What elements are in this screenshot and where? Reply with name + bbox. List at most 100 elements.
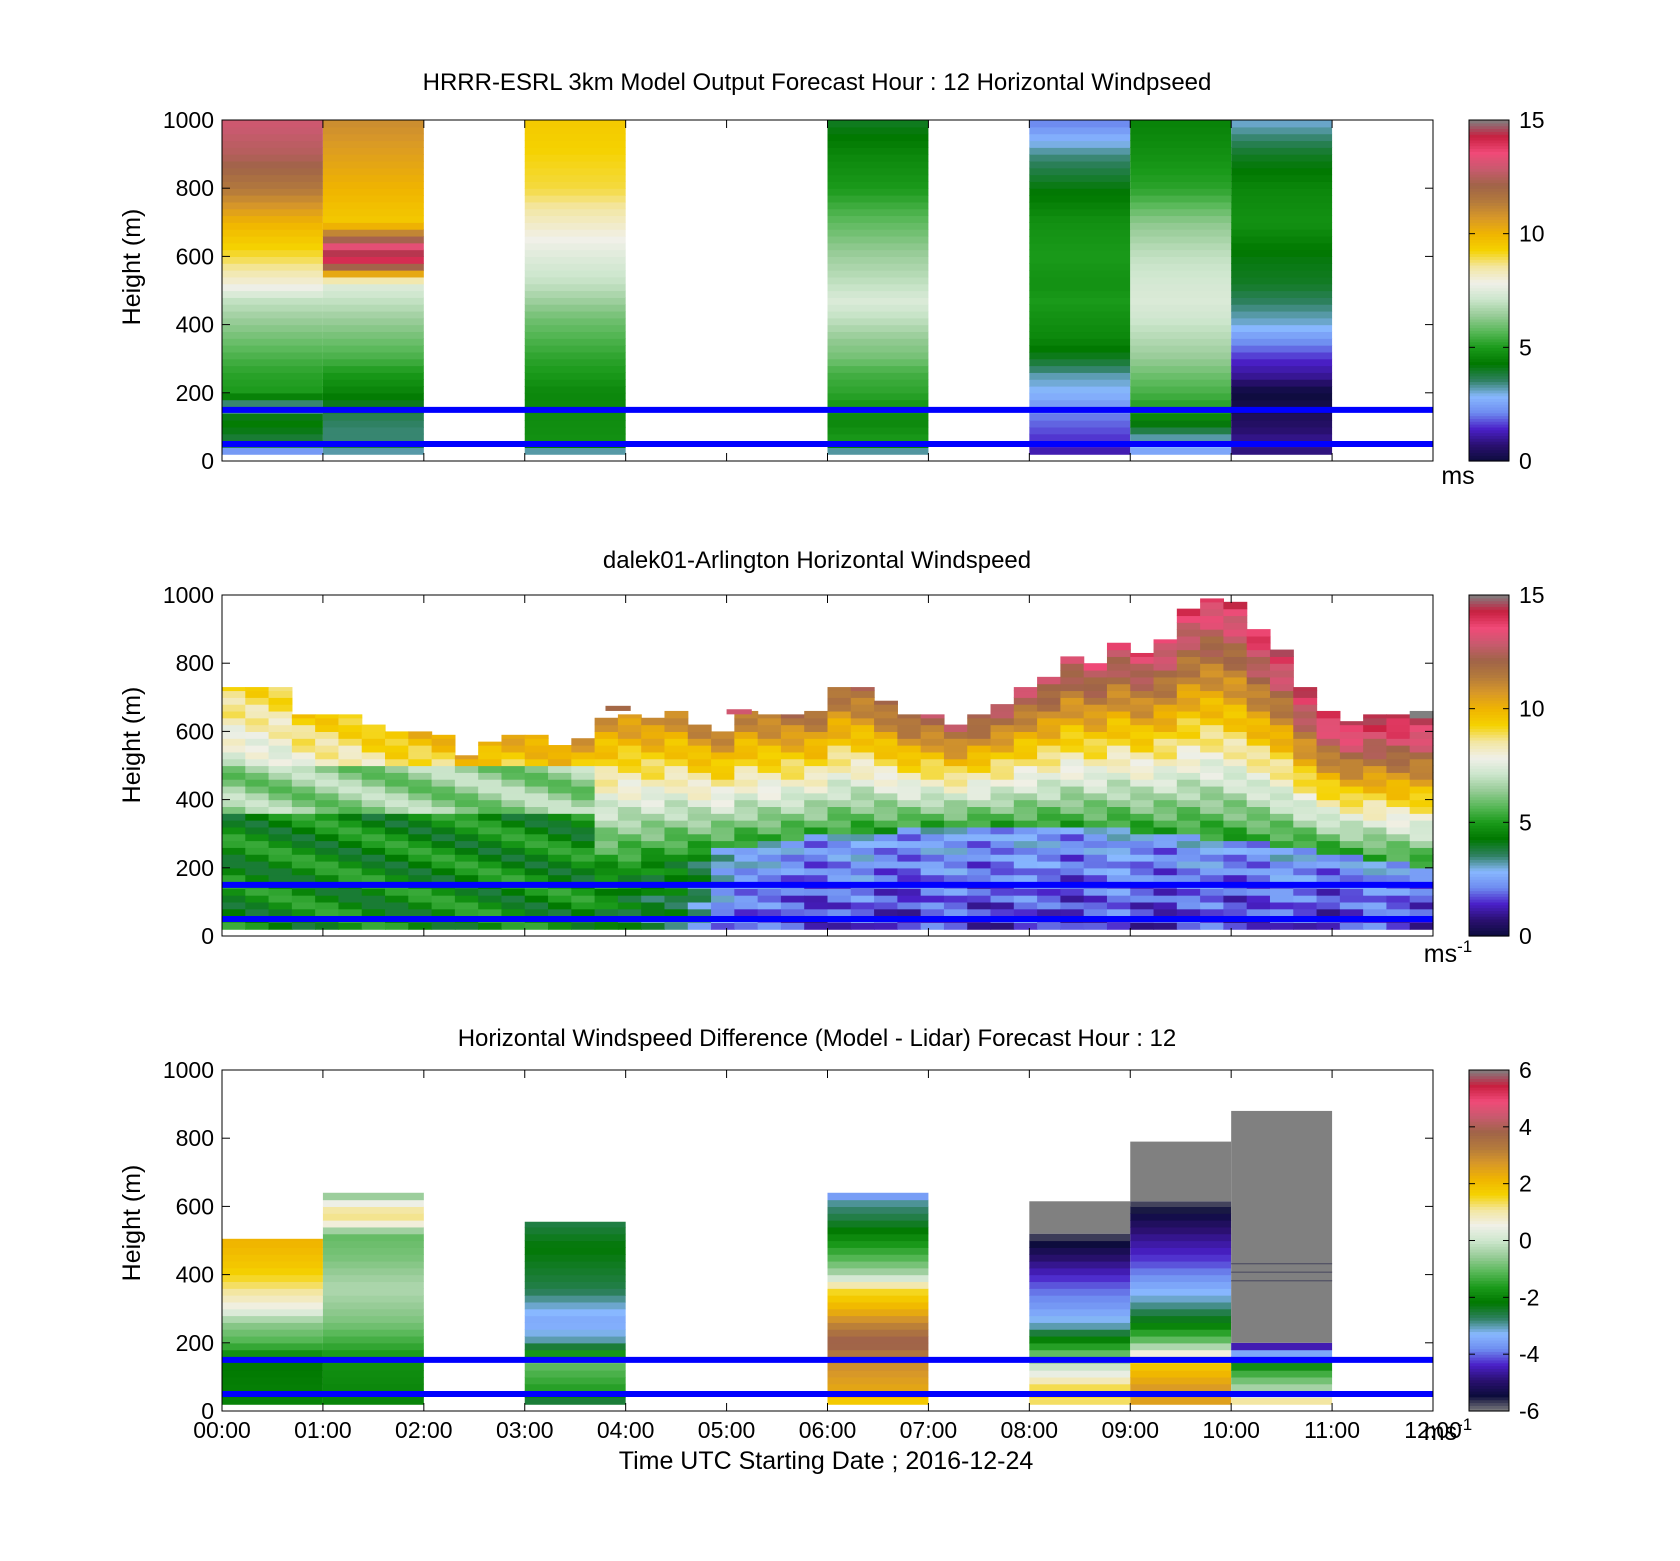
heatmap-cell [1409, 847, 1434, 855]
heatmap-cell [617, 922, 642, 930]
heatmap-cell [478, 854, 503, 862]
heatmap-cell [322, 181, 424, 189]
heatmap-cell [1339, 908, 1364, 917]
heatmap-cell [1200, 683, 1225, 692]
heatmap-cell [1083, 690, 1108, 698]
heatmap-cell [1029, 297, 1131, 305]
colorbar-segment [1469, 694, 1509, 698]
heatmap-cell [268, 840, 293, 848]
colorbar-segment [1469, 612, 1509, 616]
colorbar-segment [1469, 774, 1509, 778]
heatmap-cell [920, 724, 945, 732]
heatmap-cell [385, 847, 409, 855]
heatmap-cell [850, 745, 875, 753]
heatmap-cell [322, 345, 424, 353]
heatmap-cell [827, 358, 929, 367]
heatmap-cell [322, 1247, 424, 1255]
heatmap-cell [641, 922, 666, 930]
heatmap-cell [245, 847, 270, 855]
heatmap-cell [827, 731, 852, 739]
heatmap-cell [943, 745, 968, 753]
colorbar-segment [1469, 409, 1509, 414]
colorbar-segment [1469, 1285, 1509, 1290]
heatmap-cell [222, 208, 323, 217]
heatmap-cell [990, 799, 1015, 808]
heatmap-cell [245, 860, 270, 869]
heatmap-cell [1293, 888, 1318, 896]
colorbar-segment [1469, 1095, 1509, 1100]
colorbar-segment [1469, 1283, 1509, 1287]
heatmap-cell [1386, 840, 1411, 848]
heatmap-cell [967, 785, 992, 794]
heatmap-cell [322, 310, 424, 319]
y-tick-label: 800 [176, 1125, 214, 1151]
heatmap-cell [1409, 922, 1434, 930]
colorbar-segment [1469, 1089, 1509, 1094]
heatmap-cell [1269, 758, 1294, 767]
colorbar-unit-exponent: -1 [1457, 937, 1472, 956]
heatmap-cell [1223, 690, 1248, 698]
heatmap-cell [664, 772, 689, 780]
heatmap-cell [245, 813, 270, 821]
heatmap-cell [1363, 799, 1388, 808]
heatmap-cell [804, 792, 829, 801]
heatmap-cell [385, 840, 409, 848]
panel-difference: Horizontal Windspeed Difference (Model -… [118, 1025, 1540, 1446]
heatmap-cell [524, 126, 626, 135]
heatmap-cell [1029, 1308, 1131, 1317]
heatmap-cell [245, 697, 270, 705]
heatmap-cell [1246, 717, 1271, 726]
heatmap-cell [322, 174, 424, 182]
heatmap-cell [1316, 840, 1341, 848]
heatmap-cell [338, 820, 363, 828]
colorbar-segment [1469, 614, 1509, 619]
heatmap-cell [1130, 1201, 1232, 1207]
heatmap-cell [804, 738, 829, 746]
heatmap-cell [1409, 860, 1434, 869]
colorbar-segment [1469, 1314, 1509, 1318]
heatmap-cell [1029, 1247, 1131, 1255]
heatmap-cell [1176, 724, 1201, 732]
heatmap-cell [1029, 1363, 1131, 1371]
heatmap-cell [687, 813, 712, 821]
heatmap-cell [827, 263, 929, 271]
heatmap-cell [268, 799, 293, 808]
colorbar-segment [1469, 296, 1509, 300]
heatmap-cell [1339, 758, 1364, 767]
colorbar-segment [1469, 901, 1509, 906]
heatmap-cell [780, 860, 805, 869]
heatmap-cell [361, 738, 386, 746]
heatmap-cell [804, 745, 829, 753]
heatmap-cell [920, 840, 945, 848]
heatmap-cell [1153, 922, 1178, 930]
heatmap-cell [1083, 847, 1108, 855]
heatmap-cell [1029, 324, 1131, 333]
heatmap-cell [1386, 874, 1411, 883]
colorbar-segment [1469, 796, 1509, 801]
heatmap-cell [1409, 785, 1434, 794]
heatmap-cell [990, 758, 1015, 767]
colorbar-segment [1469, 913, 1509, 917]
heatmap-cell [1246, 751, 1271, 760]
heatmap-cell [454, 813, 479, 821]
heatmap-cell [1013, 888, 1038, 896]
heatmap-cell [897, 813, 922, 821]
heatmap-cell [1013, 806, 1038, 814]
heatmap-cell [1153, 717, 1178, 726]
heatmap-cell [827, 195, 929, 203]
heatmap-cell [943, 799, 968, 808]
colorbar-segment [1469, 1254, 1509, 1259]
colorbar-segment [1469, 606, 1509, 610]
heatmap-cell [734, 895, 759, 903]
heatmap-cell [1269, 806, 1294, 814]
heatmap-cell [1013, 779, 1038, 787]
heatmap-cell [1269, 854, 1294, 862]
heatmap-cell [1013, 833, 1038, 842]
y-tick-label: 800 [176, 175, 214, 201]
heatmap-cell [1231, 304, 1333, 312]
heatmap-cell [711, 785, 735, 794]
heatmap-cell [1223, 874, 1248, 883]
heatmap-cell [1231, 263, 1333, 271]
heatmap-cell [1176, 629, 1201, 637]
heatmap-cell [361, 765, 386, 773]
